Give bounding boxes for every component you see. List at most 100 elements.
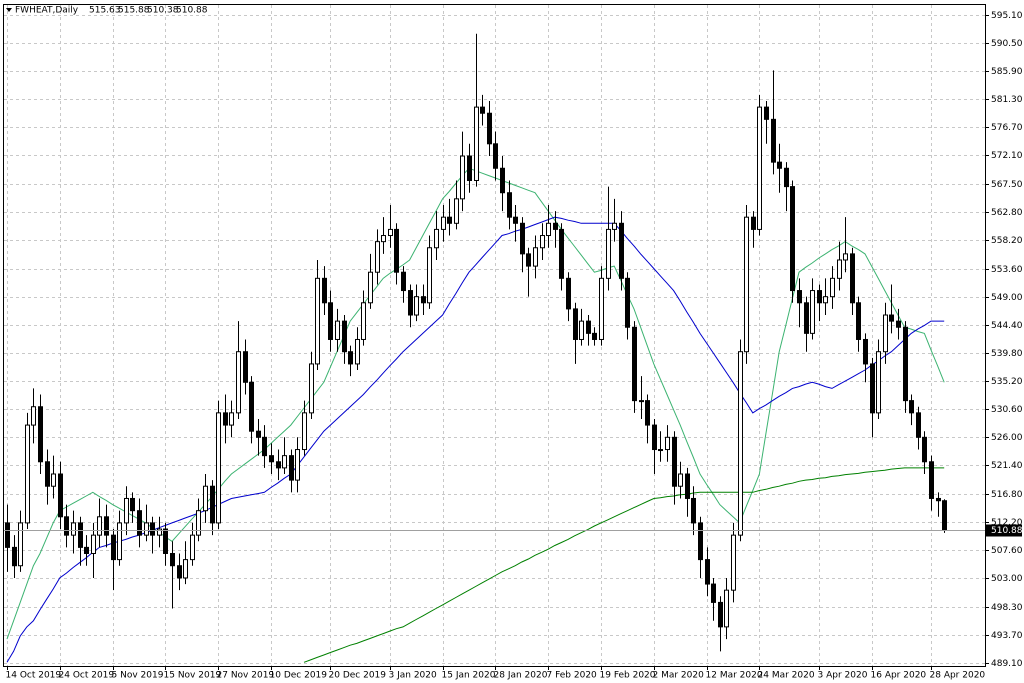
candle-body <box>573 308 578 340</box>
candle-body <box>599 277 604 340</box>
x-tick-label: 15 Jan 2020 <box>442 671 496 681</box>
candle-body <box>863 338 868 365</box>
candle-body <box>632 326 637 402</box>
candle-body <box>262 436 267 457</box>
candle-body <box>751 216 756 230</box>
y-tick-label: 572.10 <box>991 151 1023 161</box>
candle-body <box>711 583 716 603</box>
y-tick-label: 581.30 <box>991 95 1023 105</box>
x-tick-label: 16 Apr 2020 <box>871 671 927 681</box>
candle-body <box>144 522 149 536</box>
candle-body <box>645 400 650 426</box>
candle-body <box>196 510 201 536</box>
candle-body <box>381 235 386 243</box>
candle-body <box>130 497 135 512</box>
candle-body <box>698 522 703 561</box>
y-tick-label: 590.50 <box>991 39 1023 49</box>
candle-body <box>474 106 479 181</box>
candle-body <box>652 424 657 451</box>
y-tick-label: 498.30 <box>991 603 1023 613</box>
candle-body <box>817 290 822 304</box>
x-tick-label: 2 Mar 2020 <box>653 671 705 681</box>
y-tick-label: 503.00 <box>991 574 1023 584</box>
candle-body <box>229 412 234 426</box>
y-tick-label: 549.00 <box>991 293 1023 303</box>
candle-body <box>480 106 485 114</box>
candle-body <box>104 516 109 536</box>
candle-body <box>31 406 36 426</box>
candle-body <box>71 522 76 536</box>
moving-average-line <box>303 467 945 663</box>
x-tick-label: 24 Oct 2019 <box>59 671 115 681</box>
candle-body <box>592 332 597 340</box>
y-tick-label: 507.60 <box>991 546 1023 556</box>
candle-body <box>150 522 155 536</box>
candle-body <box>78 522 83 548</box>
candle-body <box>625 277 630 328</box>
candle-body <box>922 436 927 463</box>
candle-body <box>916 412 921 438</box>
y-tick-label: 489.10 <box>991 659 1023 669</box>
candle-body <box>889 314 894 322</box>
candle-body <box>249 381 254 432</box>
candle-body <box>856 302 861 340</box>
candle-body <box>619 222 624 279</box>
candle-body <box>355 338 360 365</box>
candle-body <box>388 228 393 237</box>
candle-body <box>236 351 241 414</box>
high-value: 515.88 <box>118 6 150 16</box>
candle-body <box>685 473 690 499</box>
candle-body <box>936 497 941 502</box>
candle-body <box>223 412 228 426</box>
y-tick-label: 530.60 <box>991 405 1023 415</box>
candle-body <box>302 412 307 451</box>
candle-body <box>639 400 644 403</box>
menu-icon <box>6 8 12 12</box>
candle-body <box>282 455 287 469</box>
candle-body <box>315 277 320 365</box>
y-tick-label: 521.40 <box>991 461 1023 471</box>
candle-body <box>45 461 50 487</box>
last-price-box <box>986 524 1022 537</box>
candle-body <box>909 400 914 414</box>
candle-body <box>394 228 399 273</box>
candle-body <box>256 430 261 438</box>
candle-body <box>566 277 571 310</box>
candle-body <box>190 534 195 561</box>
symbol: FWHEAT,Daily <box>15 6 79 16</box>
candle-body <box>883 314 888 353</box>
candle-body <box>612 222 617 230</box>
x-tick-label: 5 Nov 2019 <box>112 671 164 681</box>
candle-body <box>559 228 564 279</box>
x-tick-label: 20 Dec 2019 <box>329 671 387 681</box>
candle-body <box>691 497 696 524</box>
candle-body <box>421 296 426 304</box>
candle-body <box>276 461 281 469</box>
candle-body <box>929 461 934 499</box>
candle-body <box>111 534 116 561</box>
candle-body <box>460 155 465 200</box>
candle-body <box>434 228 439 249</box>
y-tick-label: 553.60 <box>991 265 1023 275</box>
candle-body <box>493 143 498 169</box>
candle-body <box>84 546 89 554</box>
candle-body <box>51 473 56 487</box>
candle-body <box>738 351 743 536</box>
candle-body <box>526 253 531 267</box>
candle-body <box>467 155 472 181</box>
close-value: 510.88 <box>176 6 208 16</box>
y-tick-label: 512.20 <box>991 518 1023 528</box>
candle-body <box>771 118 776 163</box>
candle-body <box>124 497 129 524</box>
candle-body <box>533 247 538 267</box>
x-tick-label: 12 Mar 2020 <box>706 671 763 681</box>
last-price-label: 510.88 <box>991 526 1023 536</box>
candle-body <box>500 167 505 194</box>
candle-body <box>170 552 175 567</box>
candle-body <box>25 424 30 524</box>
candle-body <box>507 192 512 218</box>
candle-body <box>64 516 69 536</box>
open-value: 515.63 <box>89 6 121 16</box>
candle-body <box>328 302 333 340</box>
